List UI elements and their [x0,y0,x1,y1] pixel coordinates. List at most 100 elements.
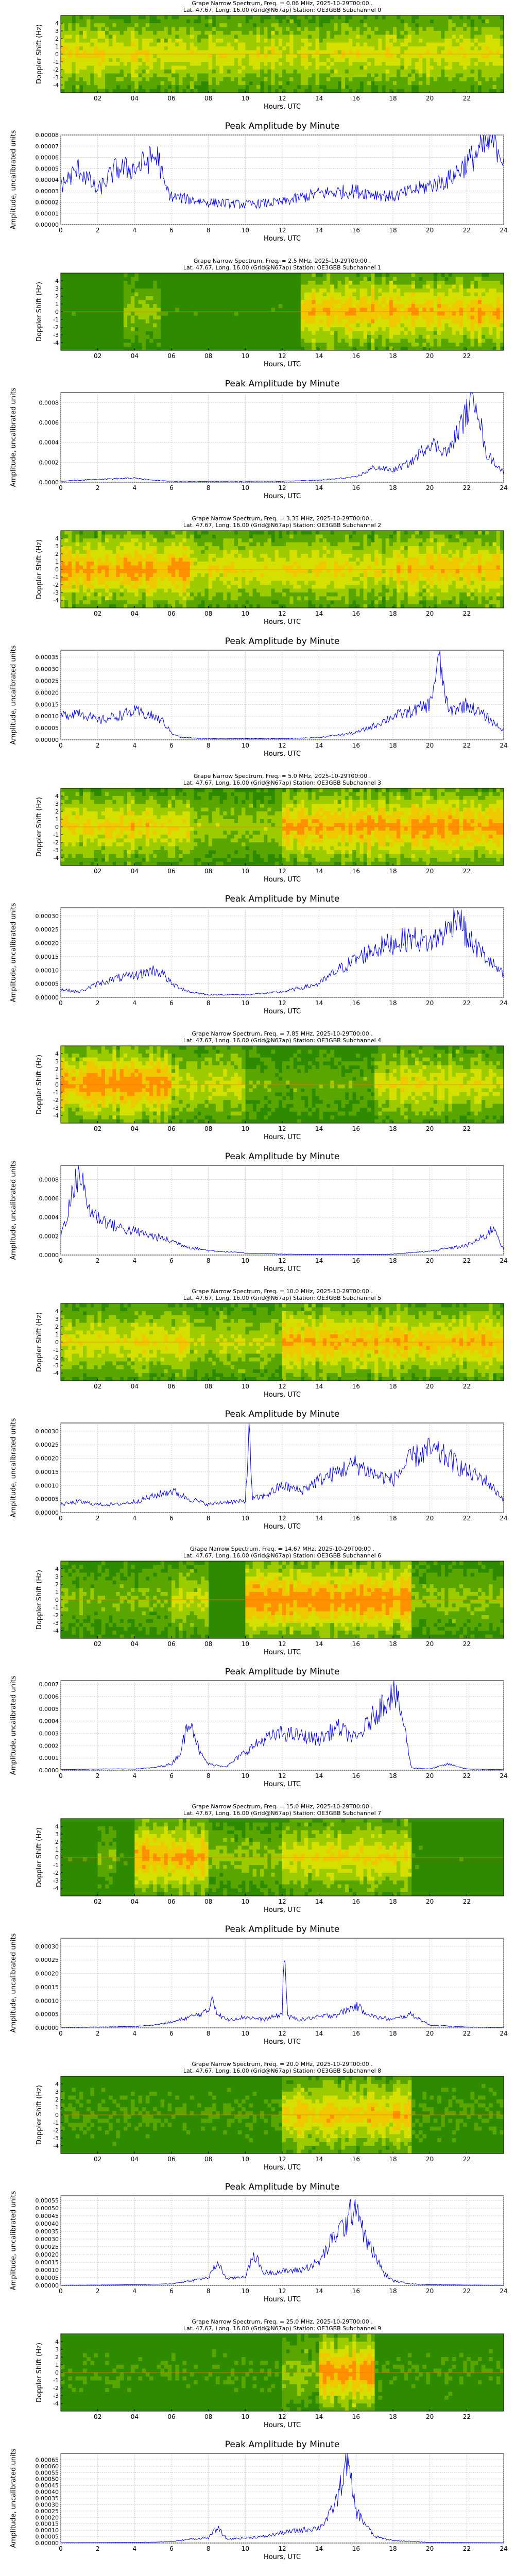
spectrum-cell [267,596,271,601]
spectrum-cell [157,573,161,578]
spectrum-cell [407,81,412,86]
spectrum-cell [242,70,246,74]
spectrum-cell [194,81,198,86]
spectrum-cell [167,592,172,597]
spectrum-cell [378,62,382,66]
spectrum-cell [426,31,431,35]
spectrum-cell [485,304,489,308]
spectrum-cell [234,596,238,601]
spectrum-cell [385,300,390,304]
spectrum-cell [234,39,238,43]
spectrum-cell [68,538,72,543]
spectrum-cell [245,50,249,55]
spectrum-cell [397,35,401,39]
spectrum-cell [289,569,294,573]
spectrum-cell [97,89,102,93]
spectrum-cell [204,557,209,562]
spectrum-cell [64,77,68,81]
spectrum-cell [157,585,161,589]
spectrum-cell [267,19,271,24]
spectrum-xtick-label: 08 [204,352,212,360]
spectrum-cell [485,312,489,316]
spectrum-cell [90,54,94,58]
spectrum-cell [304,281,308,285]
spectrum-cell [271,46,276,50]
spectrum-cell [157,323,161,328]
spectrum-cell [433,308,438,312]
spectrum-cell [293,27,298,31]
spectrum-cell [477,312,482,316]
spectrum-cell [153,592,157,597]
spectrum-cell [385,323,390,328]
spectrum-cell [426,281,431,285]
spectrum-cell [282,596,286,601]
spectrum-cell [378,54,382,58]
spectrum-cell [197,54,201,58]
spectrum-cell [267,31,271,35]
spectrum-cell [378,319,382,324]
spectrum-cell [171,565,176,570]
spectrum-cell [249,50,253,55]
spectrum-cell [308,273,312,277]
spectrum-cell [345,335,349,339]
spectrum-cell [415,284,419,289]
spectrum-cell [492,70,497,74]
spectrum-cell [393,50,397,55]
spectrum-cell [289,46,294,50]
spectrum-cell [238,42,242,47]
spectrum-cell [415,296,419,300]
spectrum-cell [175,70,179,74]
spectrum-cell [297,58,301,62]
spectrum-cell [149,585,153,589]
spectrum-cell [194,58,198,62]
spectrum-cell [452,338,456,343]
spectrum-cell [352,312,356,316]
spectrum-cell [407,304,412,308]
spectrum-cell [477,54,482,58]
spectrum-cell [134,289,139,293]
spectrum-cell [97,58,102,62]
spectrum-cell [286,73,290,78]
amplitude-ylabel: Amplitude, uncalibrated units [10,387,18,487]
spectrum-cell [212,46,216,50]
spectrum-cell [186,581,191,585]
spectrum-cell [286,27,290,31]
spectrum-cell [227,70,231,74]
spectrum-cell [470,58,475,62]
spectrum-cell [359,31,364,35]
spectrum-cell [492,300,497,304]
spectrum-cell [426,46,431,50]
spectrum-cell [411,300,416,304]
spectrum-cell [238,565,242,570]
spectrum-cell [477,46,482,50]
spectrum-cell [204,573,209,578]
spectrum-cell [131,42,135,47]
spectrum-cell [171,600,176,604]
spectrum-cell [127,604,131,608]
spectrum-cell [131,23,135,27]
spectrum-cell [341,58,346,62]
spectrum-cell [252,62,257,66]
spectrum-cell [300,58,305,62]
spectrum-cell [308,281,312,285]
spectrum-cell [83,35,87,39]
spectrum-cell [304,331,308,335]
spectrum-cell [474,46,478,50]
spectrum-cell [330,70,334,74]
spectrum-cell [419,81,423,86]
spectrum-cell [186,70,191,74]
spectrum-cell [212,569,216,573]
spectrum-cell [477,77,482,81]
spectrum-cell [249,19,253,24]
spectrum-cell [171,73,176,78]
spectrum-cell [242,85,246,89]
spectrum-cell [138,600,143,604]
spectrum-cell [204,77,209,81]
spectrum-cell [393,27,397,31]
spectrum-cell [397,300,401,304]
spectrum-cell [238,569,242,573]
spectrum-cell [149,50,153,55]
spectrum-cell [286,554,290,558]
spectrum-cell [249,550,253,554]
spectrum-cell [175,557,179,562]
